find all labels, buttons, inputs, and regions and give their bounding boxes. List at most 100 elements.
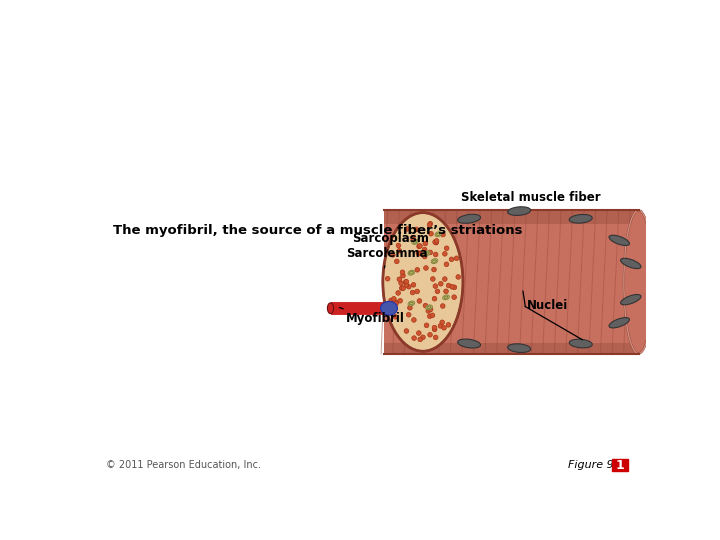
Ellipse shape [417,299,422,303]
Ellipse shape [397,277,402,281]
Text: Myofibril: Myofibril [339,308,405,326]
Ellipse shape [390,253,395,257]
Ellipse shape [393,314,397,319]
Ellipse shape [397,248,402,253]
Ellipse shape [416,331,421,335]
Ellipse shape [423,254,427,259]
Ellipse shape [403,280,408,284]
Ellipse shape [454,256,459,261]
Ellipse shape [508,207,531,215]
Ellipse shape [412,318,416,322]
Ellipse shape [394,301,398,306]
Ellipse shape [404,283,409,287]
Ellipse shape [399,281,403,286]
Ellipse shape [432,267,436,272]
Ellipse shape [406,313,411,317]
Ellipse shape [401,286,405,291]
Ellipse shape [427,222,432,227]
Ellipse shape [412,239,418,245]
Ellipse shape [431,276,435,281]
Ellipse shape [433,335,438,340]
Ellipse shape [392,296,396,301]
Text: Sarcoplasm: Sarcoplasm [352,232,429,253]
FancyBboxPatch shape [384,211,639,354]
Ellipse shape [444,289,449,294]
Ellipse shape [433,240,438,245]
Ellipse shape [432,327,437,332]
Ellipse shape [570,339,593,348]
Ellipse shape [415,267,420,272]
Ellipse shape [434,240,438,245]
Ellipse shape [434,239,439,243]
Ellipse shape [405,227,410,231]
Ellipse shape [433,284,438,288]
Text: Sarcolemma: Sarcolemma [346,247,428,268]
Ellipse shape [423,251,430,256]
Ellipse shape [432,296,437,301]
Ellipse shape [404,329,409,333]
Text: Nuclei: Nuclei [527,299,568,312]
Ellipse shape [432,325,437,330]
Ellipse shape [396,243,401,248]
Ellipse shape [452,295,456,300]
Ellipse shape [441,232,445,237]
Ellipse shape [411,282,415,287]
Ellipse shape [446,322,451,327]
Ellipse shape [423,241,428,246]
Ellipse shape [443,295,449,300]
Ellipse shape [450,285,454,289]
Ellipse shape [410,236,415,240]
Ellipse shape [415,289,420,294]
Ellipse shape [428,333,432,337]
Ellipse shape [428,314,432,319]
Ellipse shape [408,301,415,306]
Ellipse shape [441,326,446,330]
Ellipse shape [438,281,443,286]
Ellipse shape [446,283,451,288]
Ellipse shape [389,298,393,303]
Ellipse shape [410,290,415,295]
Ellipse shape [449,257,454,261]
Ellipse shape [444,246,449,251]
Ellipse shape [423,247,427,252]
Text: 1: 1 [616,458,624,472]
Bar [384,343,639,354]
Ellipse shape [412,336,416,340]
Ellipse shape [381,301,397,315]
Ellipse shape [428,307,433,312]
Ellipse shape [424,323,429,328]
Ellipse shape [418,337,423,342]
Ellipse shape [400,270,405,274]
Ellipse shape [396,291,400,295]
Ellipse shape [417,244,421,249]
Ellipse shape [426,305,433,310]
Ellipse shape [404,279,409,284]
Ellipse shape [407,285,411,289]
FancyBboxPatch shape [611,459,629,471]
Ellipse shape [400,273,405,278]
Ellipse shape [438,323,443,328]
Ellipse shape [444,262,449,267]
Text: © 2011 Pearson Education, Inc.: © 2011 Pearson Education, Inc. [106,460,261,470]
Ellipse shape [394,300,398,305]
Ellipse shape [458,214,480,224]
Ellipse shape [414,227,419,232]
Ellipse shape [385,276,390,281]
Ellipse shape [435,289,440,294]
Ellipse shape [400,286,404,291]
Ellipse shape [452,285,456,289]
Ellipse shape [428,221,433,226]
Text: Figure 9.2: Figure 9.2 [567,460,624,470]
Text: The myofibril, the source of a muscle fiber’s striations: The myofibril, the source of a muscle fi… [113,224,523,237]
Ellipse shape [428,250,433,255]
Ellipse shape [621,294,641,305]
Ellipse shape [426,308,431,313]
Ellipse shape [443,276,447,281]
Ellipse shape [408,270,415,275]
Ellipse shape [395,259,399,264]
Ellipse shape [423,303,428,308]
Ellipse shape [398,299,402,303]
Text: Skeletal muscle fiber: Skeletal muscle fiber [461,191,600,204]
Ellipse shape [443,252,447,256]
Ellipse shape [621,258,641,268]
